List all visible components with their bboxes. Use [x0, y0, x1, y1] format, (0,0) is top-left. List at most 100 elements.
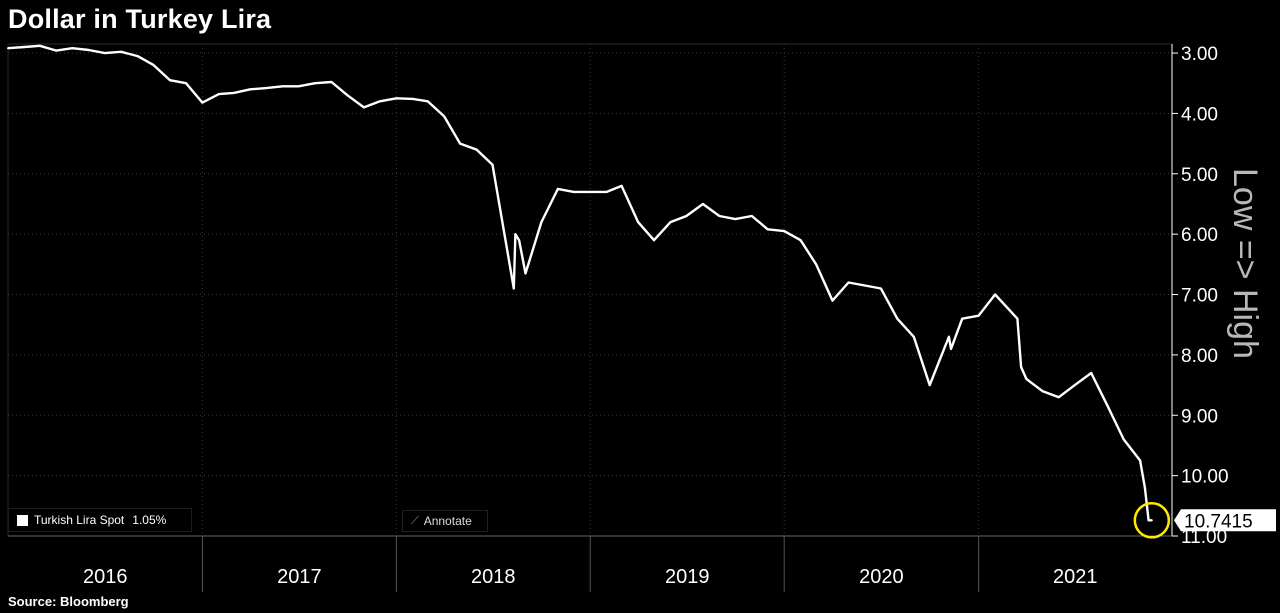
data-point: [847, 281, 850, 284]
x-tick-label: 2017: [277, 566, 322, 588]
data-point: [947, 335, 950, 338]
data-point: [7, 47, 9, 50]
data-point: [491, 163, 494, 166]
gridlines: [7, 43, 1173, 537]
data-point: [426, 100, 429, 103]
x-tick-label: 2021: [1053, 566, 1098, 588]
data-point: [281, 85, 284, 88]
data-point: [620, 184, 623, 187]
data-point: [799, 239, 802, 242]
data-point: [512, 287, 515, 290]
y-tick-label: 11.00: [1181, 527, 1227, 548]
x-tick-label: 2019: [665, 566, 710, 588]
y-tick-label: 6.00: [1181, 225, 1218, 246]
data-point: [120, 50, 123, 53]
data-point: [750, 215, 753, 218]
data-point: [896, 317, 899, 320]
data-point: [718, 215, 721, 218]
annotation-layer: 10.7415: [1133, 502, 1276, 539]
data-point: [475, 148, 478, 151]
data-point: [1025, 378, 1028, 381]
data-point: [1057, 396, 1060, 399]
data-point: [701, 202, 704, 205]
data-point: [265, 87, 268, 90]
data-point: [71, 47, 74, 50]
legend-series-change: 1.05%: [132, 513, 167, 527]
data-point: [977, 314, 980, 317]
data-point: [1122, 438, 1125, 441]
x-axis: 2016 2017 2018 2019 2020 2021: [8, 535, 1172, 592]
series-line: [7, 44, 1152, 522]
annotate-label: Annotate: [423, 514, 472, 528]
data-point: [1020, 365, 1023, 368]
legend: Turkish Lira Spot 1.05%: [8, 508, 192, 532]
data-point: [362, 106, 365, 109]
data-point: [201, 101, 204, 104]
data-point: [815, 263, 818, 266]
last-value-highlight: [1133, 502, 1171, 539]
legend-swatch: [17, 514, 28, 526]
annotate-button[interactable]: ⟋ Annotate: [402, 510, 488, 532]
data-point: [1106, 405, 1109, 408]
data-point: [949, 347, 952, 350]
data-point: [169, 79, 172, 82]
data-point: [1147, 519, 1150, 522]
data-point: [297, 85, 300, 88]
data-point: [346, 94, 349, 97]
data-point: [330, 81, 333, 84]
data-point: [928, 384, 931, 387]
data-point: [87, 49, 90, 52]
last-value-label: 10.7415: [1184, 511, 1253, 532]
data-point: [1139, 459, 1142, 462]
data-point: [685, 215, 688, 218]
x-tick-label: 2016: [83, 566, 128, 588]
y-tick-label: 9.00: [1181, 406, 1218, 427]
legend-series-name: Turkish Lira Spot: [34, 513, 125, 527]
data-point: [1090, 372, 1093, 375]
data-point: [518, 239, 521, 242]
data-point: [411, 97, 414, 100]
data-point: [1016, 317, 1019, 320]
data-point: [23, 46, 26, 49]
data-point: [879, 287, 882, 290]
data-point: [669, 221, 672, 224]
data-point: [314, 82, 317, 85]
data-point: [38, 44, 41, 47]
data-point: [103, 52, 106, 55]
y-tick-label: 8.00: [1181, 346, 1218, 367]
data-point: [217, 93, 220, 96]
data-point: [395, 97, 398, 100]
data-point: [55, 49, 58, 52]
data-point: [1041, 390, 1044, 393]
data-point: [734, 218, 737, 221]
x-tick-label: 2018: [471, 566, 516, 588]
data-point: [378, 100, 381, 103]
data-point: [540, 221, 543, 224]
pencil-icon: ⟋: [411, 514, 419, 527]
source-note: Source: Bloomberg: [8, 594, 129, 609]
data-point: [637, 221, 640, 224]
y-tick-label: 10.00: [1181, 467, 1229, 488]
x-tick-label: 2020: [859, 566, 904, 588]
data-point: [653, 239, 656, 242]
y-tick-label: 7.00: [1181, 286, 1218, 307]
data-point: [184, 82, 187, 85]
data-point: [831, 299, 834, 302]
data-point: [249, 88, 252, 91]
data-point: [136, 55, 139, 58]
data-point: [589, 190, 592, 193]
data-point: [912, 335, 915, 338]
data-point: [572, 190, 575, 193]
chart-title: Dollar in Turkey Lira: [8, 4, 272, 34]
data-point: [961, 317, 964, 320]
series-layer: [7, 44, 1153, 522]
data-point: [1073, 384, 1076, 387]
data-point: [605, 190, 608, 193]
data-point: [524, 272, 527, 275]
last-value-tag: [1174, 509, 1276, 532]
data-point: [459, 142, 462, 145]
plot-frame: [7, 43, 1173, 537]
y-tick-label: 3.00: [1181, 44, 1218, 65]
data-point: [152, 64, 155, 67]
